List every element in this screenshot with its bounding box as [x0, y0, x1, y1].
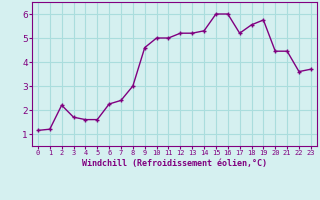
- X-axis label: Windchill (Refroidissement éolien,°C): Windchill (Refroidissement éolien,°C): [82, 159, 267, 168]
